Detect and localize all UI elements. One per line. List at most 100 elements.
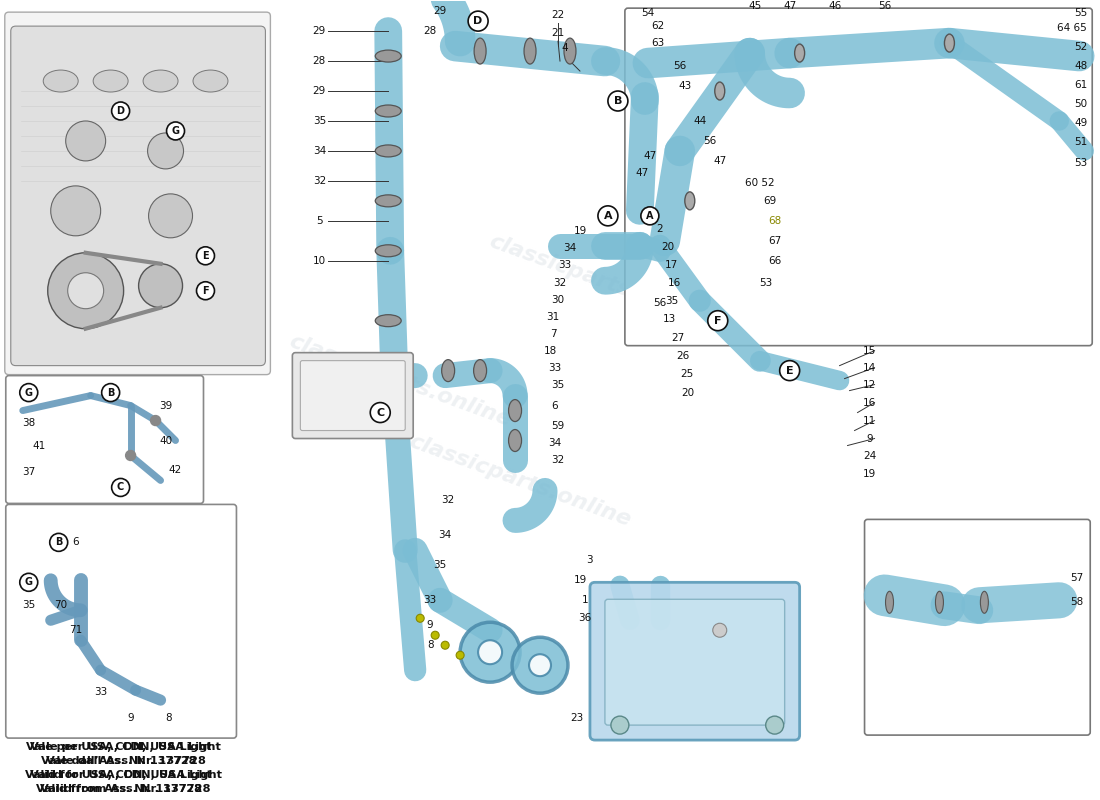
Circle shape (197, 246, 215, 265)
Text: 17: 17 (666, 260, 679, 270)
Text: 29: 29 (433, 6, 447, 16)
Text: 6: 6 (552, 401, 559, 410)
Text: 56: 56 (673, 61, 686, 71)
Text: classicparts.online: classicparts.online (486, 231, 714, 330)
Text: 16: 16 (862, 398, 877, 407)
Text: Valid for USA, CDN, USA Light: Valid for USA, CDN, USA Light (25, 770, 212, 780)
Text: classicparts.online: classicparts.online (286, 331, 514, 430)
Text: 47: 47 (635, 168, 649, 178)
Circle shape (151, 415, 161, 426)
Circle shape (641, 207, 659, 225)
Text: 29: 29 (312, 26, 326, 36)
Text: 32: 32 (551, 455, 564, 466)
FancyBboxPatch shape (4, 12, 271, 374)
Text: A: A (604, 211, 613, 221)
Text: 57: 57 (1070, 574, 1084, 583)
Text: 34: 34 (549, 438, 562, 447)
Ellipse shape (474, 38, 486, 64)
Text: 33: 33 (559, 260, 572, 270)
Text: 62: 62 (651, 21, 664, 31)
Text: 32: 32 (553, 278, 566, 288)
Text: 1: 1 (582, 595, 588, 606)
Ellipse shape (375, 145, 402, 157)
Circle shape (456, 651, 464, 659)
Text: Vale per USA, CDN, USA Light: Vale per USA, CDN, USA Light (26, 742, 211, 752)
Circle shape (20, 383, 37, 402)
Text: 70: 70 (54, 600, 67, 610)
Text: G: G (172, 126, 179, 136)
Text: 35: 35 (551, 379, 564, 390)
Circle shape (147, 133, 184, 169)
Ellipse shape (508, 430, 521, 451)
Text: 71: 71 (69, 626, 82, 635)
Text: 22: 22 (551, 10, 564, 20)
Ellipse shape (375, 50, 402, 62)
Text: 35: 35 (433, 560, 447, 570)
Circle shape (50, 534, 68, 551)
Text: 8: 8 (427, 640, 433, 650)
Text: 52: 52 (1074, 42, 1087, 52)
Text: 56: 56 (878, 1, 891, 11)
Text: 35: 35 (312, 116, 326, 126)
Text: 33: 33 (94, 687, 108, 697)
Text: 18: 18 (543, 346, 557, 356)
FancyBboxPatch shape (293, 353, 414, 438)
FancyBboxPatch shape (6, 376, 204, 503)
Text: 41: 41 (32, 441, 45, 450)
Text: 34: 34 (439, 530, 452, 540)
Circle shape (598, 206, 618, 226)
Text: 20: 20 (661, 242, 674, 252)
FancyBboxPatch shape (300, 361, 405, 430)
Text: 33: 33 (549, 362, 562, 373)
Text: 42: 42 (169, 466, 183, 475)
Text: 30: 30 (551, 294, 564, 305)
Text: 15: 15 (862, 346, 877, 356)
Text: 19: 19 (862, 470, 877, 479)
Circle shape (707, 310, 728, 330)
Text: B: B (614, 96, 623, 106)
Text: 31: 31 (547, 312, 560, 322)
Text: 5: 5 (316, 216, 322, 226)
Circle shape (371, 402, 390, 422)
Text: E: E (785, 366, 793, 376)
Text: 10: 10 (312, 256, 326, 266)
Text: 51: 51 (1074, 137, 1087, 147)
Ellipse shape (794, 44, 804, 62)
Text: 64 65: 64 65 (1057, 23, 1087, 33)
Text: 39: 39 (158, 401, 173, 410)
Text: 56: 56 (653, 298, 667, 308)
Circle shape (148, 194, 192, 238)
Text: Valid for USA, CDN, USA Light: Valid for USA, CDN, USA Light (30, 770, 221, 780)
Circle shape (111, 478, 130, 497)
Circle shape (101, 383, 120, 402)
Text: 54: 54 (641, 8, 654, 18)
Text: 29: 29 (312, 86, 326, 96)
Ellipse shape (192, 70, 228, 92)
Text: 28: 28 (424, 26, 437, 36)
Text: 27: 27 (671, 333, 684, 342)
Circle shape (441, 642, 449, 650)
Text: 35: 35 (22, 600, 35, 610)
Text: 8: 8 (165, 713, 172, 723)
Text: 20: 20 (681, 387, 694, 398)
Ellipse shape (94, 70, 128, 92)
Text: 32: 32 (312, 176, 326, 186)
Text: D: D (117, 106, 124, 116)
Circle shape (51, 186, 100, 236)
Text: 23: 23 (570, 713, 584, 723)
Circle shape (780, 361, 800, 381)
Circle shape (139, 264, 183, 308)
Text: 45: 45 (748, 1, 761, 11)
Text: 7: 7 (550, 329, 557, 338)
Text: 9: 9 (427, 620, 433, 630)
Text: 12: 12 (862, 379, 877, 390)
Text: 47: 47 (783, 1, 796, 11)
Ellipse shape (375, 245, 402, 257)
Text: 14: 14 (862, 362, 877, 373)
Text: 68: 68 (768, 216, 781, 226)
Text: 40: 40 (160, 435, 172, 446)
Text: 34: 34 (563, 242, 576, 253)
Text: 33: 33 (424, 595, 437, 606)
Circle shape (125, 450, 135, 461)
Circle shape (513, 638, 568, 693)
